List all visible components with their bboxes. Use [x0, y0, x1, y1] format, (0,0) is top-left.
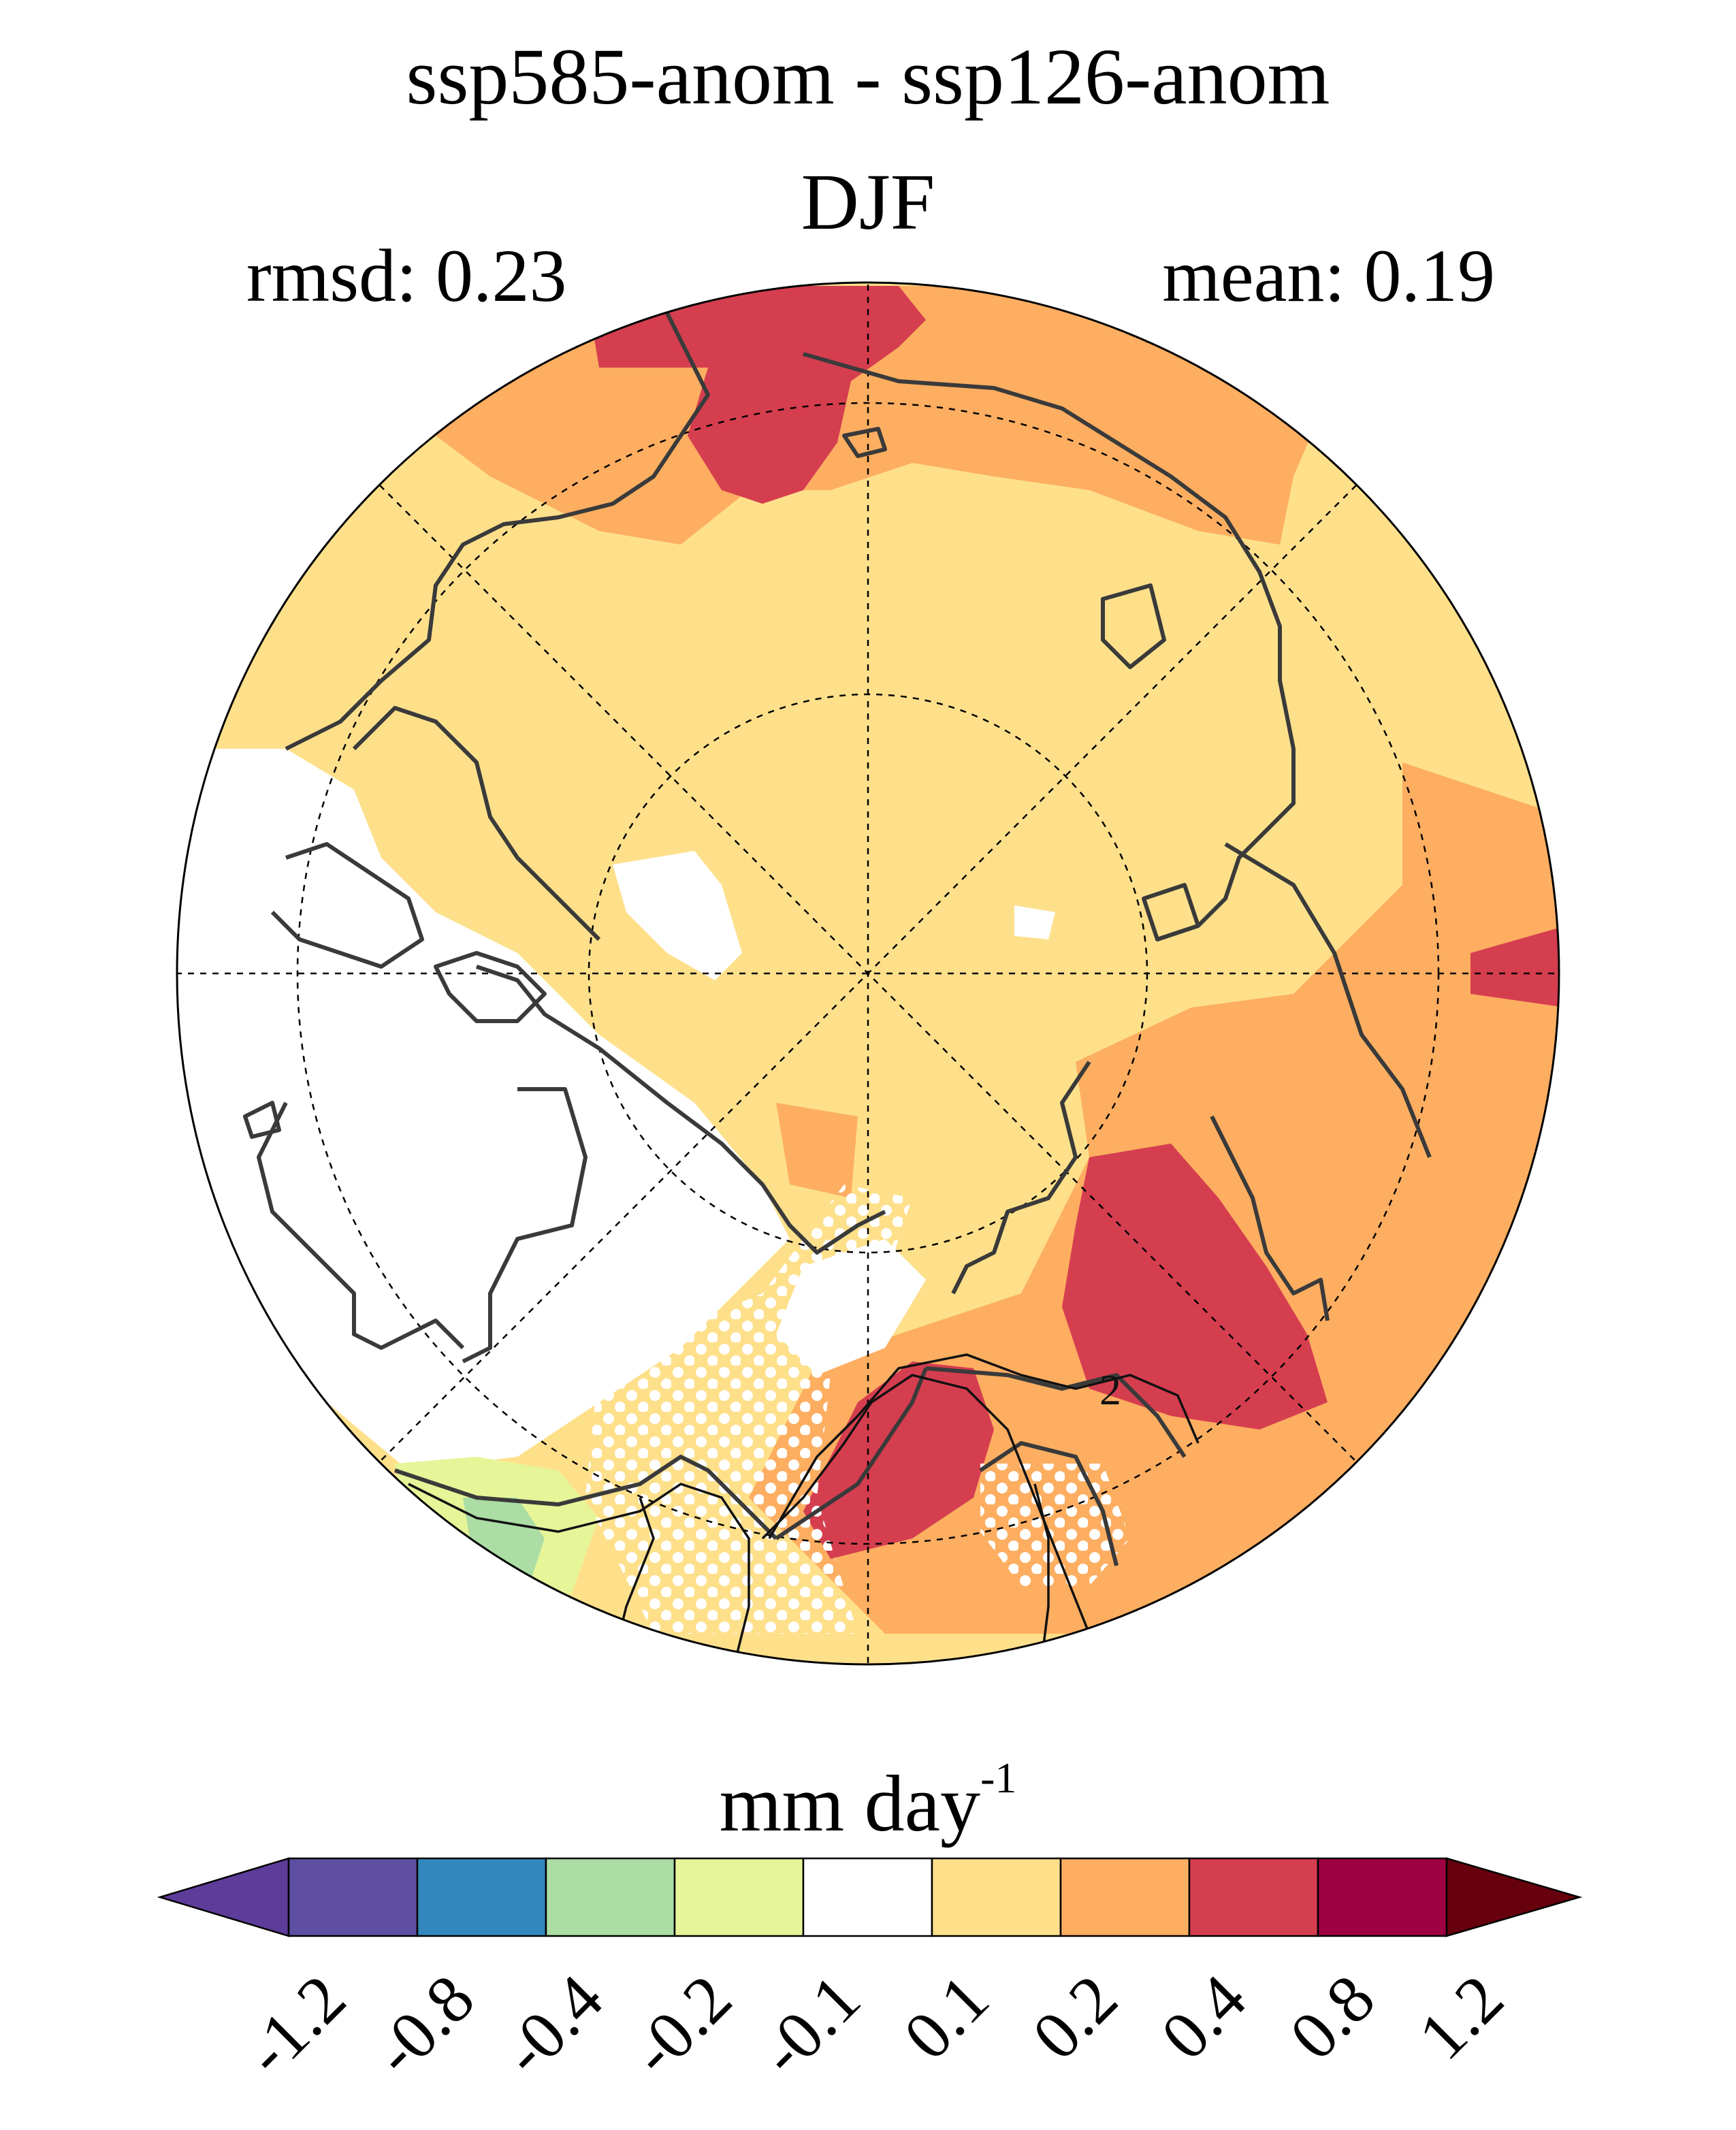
- colorbar-extend-low: [157, 1857, 290, 1937]
- field-red-south: [803, 1361, 994, 1559]
- colorbar-box: [545, 1857, 676, 1937]
- colorbar-box: [1317, 1857, 1448, 1937]
- colorbar-box: [287, 1857, 419, 1937]
- field-white-west: [177, 749, 790, 1470]
- colorbar-box: [416, 1857, 547, 1937]
- colorbar-box: [673, 1857, 805, 1937]
- colorbar-box: [1059, 1857, 1191, 1937]
- colorbar-unit: mm day-1: [719, 1754, 1017, 1848]
- figure-title: ssp585-anom - ssp126-anom: [406, 32, 1330, 121]
- season-label: DJF: [801, 157, 935, 246]
- coastlines: [243, 298, 1432, 1566]
- contour-lines: [408, 1353, 1200, 1662]
- map-field: 2: [177, 283, 1559, 1664]
- contour-label: 2: [1099, 1366, 1121, 1414]
- colorbar-box: [1188, 1857, 1319, 1937]
- field-red-top: [592, 286, 926, 504]
- colorbar-box: [931, 1857, 1062, 1937]
- colorbar-extend-high: [1445, 1857, 1583, 1937]
- rmsd-label: rmsd: 0.23: [246, 234, 567, 317]
- field-red-edge: [1470, 926, 1559, 1007]
- mean-label: mean: 0.19: [1162, 234, 1495, 317]
- field-orange-small: [776, 1103, 858, 1198]
- field-white-small: [1014, 905, 1055, 939]
- field-white-center: [613, 851, 742, 980]
- stippling-west: [293, 1028, 381, 1144]
- field-red-east: [1062, 1144, 1328, 1430]
- colorbar-box: [802, 1857, 933, 1937]
- map-border: [176, 281, 1560, 1666]
- stippling-south: [585, 1184, 912, 1634]
- polar-map: 2: [176, 281, 1560, 1666]
- graticule: [177, 283, 1559, 1664]
